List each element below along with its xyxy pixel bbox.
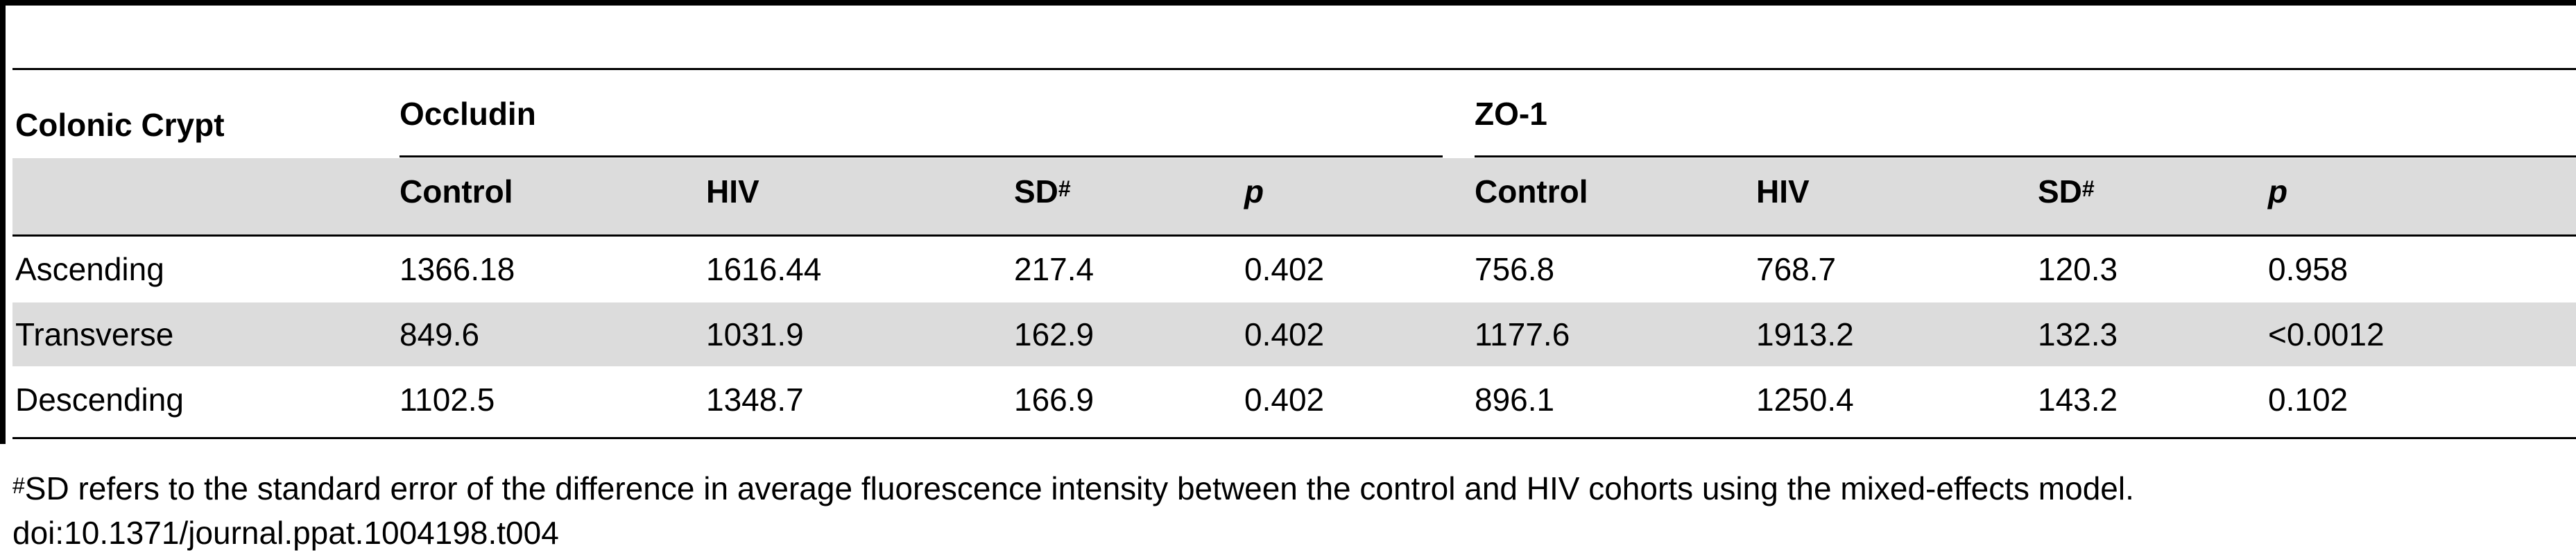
doi-text: doi:10.1371/journal.ppat.1004198.t004 (12, 515, 559, 551)
top-border-rule (0, 0, 2576, 6)
zo1-underline (1475, 155, 2576, 157)
table-cell: 217.4 (1014, 251, 1094, 287)
table-cell: 132.3 (2038, 316, 2118, 352)
table-cell: 1348.7 (706, 382, 804, 418)
table-cell: 849.6 (400, 316, 480, 352)
left-border-rule (0, 0, 6, 444)
table-cell: 0.958 (2268, 251, 2349, 287)
col-header-occludin-control: Control (400, 173, 513, 210)
row-band-transverse (12, 302, 2576, 366)
table-cell: 1616.44 (706, 251, 822, 287)
row-label-descending: Descending (15, 382, 184, 418)
table-cell: 1250.4 (1756, 382, 1854, 418)
col-header-occludin-hiv: HIV (706, 173, 759, 210)
table-cell: 162.9 (1014, 316, 1094, 352)
row-label-ascending: Ascending (15, 251, 164, 287)
table-cell: 0.402 (1244, 251, 1325, 287)
table-cell: 143.2 (2038, 382, 2118, 418)
group-header-occludin: Occludin (400, 96, 536, 132)
table-top-rule (12, 68, 2576, 70)
table-cell: 0.402 (1244, 316, 1325, 352)
header-bottom-rule (12, 234, 2576, 237)
table-cell: 1102.5 (400, 382, 495, 418)
table-cell: 1031.9 (706, 316, 804, 352)
table-cell: 768.7 (1756, 251, 1837, 287)
col-header-zo1-sd: SD# (2038, 173, 2095, 210)
table-bottom-rule (12, 437, 2576, 439)
row-label-transverse: Transverse (15, 316, 174, 352)
col-header-zo1-control: Control (1475, 173, 1588, 210)
row-header-label: Colonic Crypt (15, 107, 225, 143)
group-header-zo1: ZO-1 (1475, 96, 1547, 132)
table-cell: 120.3 (2038, 251, 2118, 287)
table-cell: 896.1 (1475, 382, 1555, 418)
col-header-occludin-p: p (1244, 173, 1264, 210)
occludin-underline (400, 155, 1443, 157)
col-header-zo1-p: p (2268, 173, 2288, 210)
table-cell: 166.9 (1014, 382, 1094, 418)
table-cell: 0.102 (2268, 382, 2349, 418)
table-cell: 1913.2 (1756, 316, 1854, 352)
table-cell: <0.0012 (2268, 316, 2385, 352)
table-cell: 0.402 (1244, 382, 1325, 418)
footnote-text: #SD refers to the standard error of the … (12, 470, 2134, 506)
col-header-zo1-hiv: HIV (1756, 173, 1810, 210)
column-header-band (12, 158, 2576, 234)
col-header-occludin-sd: SD# (1014, 173, 1071, 210)
table-cell: 1366.18 (400, 251, 515, 287)
table-cell: 756.8 (1475, 251, 1555, 287)
table-cell: 1177.6 (1475, 316, 1570, 352)
